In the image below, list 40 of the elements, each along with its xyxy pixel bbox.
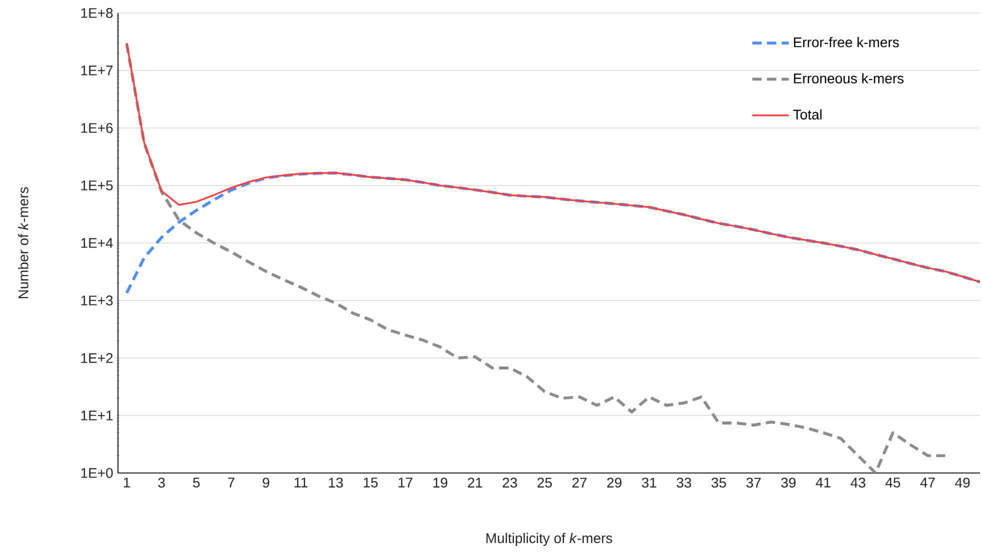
line-series	[125, 172, 980, 294]
x-tick-label: 19	[433, 478, 448, 488]
x-tick-label: 33	[676, 478, 692, 488]
x-tick-label: 25	[538, 478, 552, 488]
x-tick-label: 15	[364, 478, 378, 488]
x-tick-label: 1	[124, 478, 130, 488]
y-tick-label: 1E+8	[81, 8, 113, 18]
x-tick-label: 11	[294, 478, 308, 488]
y-tick-label: 1E+4	[81, 238, 113, 248]
x-tick-label: 47	[920, 478, 935, 488]
x-tick-label: 5	[193, 478, 200, 488]
x-tick-label: 27	[572, 478, 587, 488]
x-tick-label: 23	[502, 478, 517, 488]
x-tick-label: 9	[262, 478, 270, 488]
y-tick-label: 1E+2	[81, 353, 113, 363]
x-tick-label: 17	[398, 478, 412, 488]
x-tick-label: 29	[607, 478, 622, 488]
x-axis-title: Multiplicity of k-mers	[486, 532, 612, 546]
legend-label: Erroneous k-mers	[794, 73, 904, 84]
y-tick-label: 1E+7	[81, 66, 113, 76]
x-tick-label: 3	[158, 478, 165, 488]
x-tick-label: 45	[885, 478, 900, 488]
y-axis-title: Number of k-mers	[18, 187, 28, 298]
x-tick-label: 41	[816, 478, 830, 488]
x-tick-label: 39	[781, 478, 796, 488]
y-tick-label: 1E+5	[81, 180, 113, 190]
y-tick-label: 1E+0	[81, 468, 113, 478]
x-tick-label: 49	[955, 478, 970, 488]
x-tick-label: 35	[712, 478, 726, 488]
legend-label: Error-free k-mers	[794, 36, 899, 48]
y-tick-label: 1E+6	[81, 123, 113, 133]
y-tick-label: 1E+3	[81, 296, 113, 306]
x-tick-label: 43	[850, 478, 866, 488]
x-tick-label: 13	[328, 478, 343, 488]
x-tick-label: 31	[642, 478, 656, 488]
x-tick-label: 37	[746, 478, 761, 488]
x-tick-label: 21	[468, 478, 482, 488]
x-tick-label: 7	[228, 478, 234, 488]
y-tick-label: 1E+1	[81, 410, 113, 420]
legend-label: Total	[793, 109, 822, 120]
